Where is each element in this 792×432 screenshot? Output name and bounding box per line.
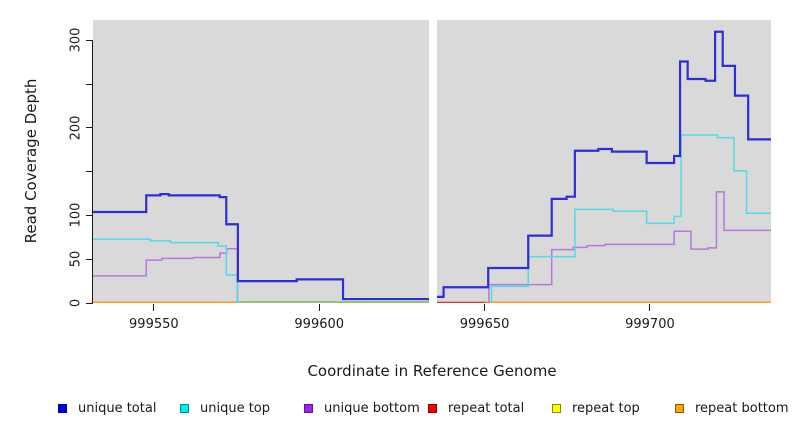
legend: unique total unique top unique bottom repea… <box>0 400 792 420</box>
x-tick-label-999600: 999600 <box>294 317 345 332</box>
no-data-gap <box>429 20 437 303</box>
y-tick-label-100: 100 <box>68 203 84 228</box>
legend-label: unique bottom <box>324 401 420 416</box>
series-unique-bottom-line-1 <box>488 191 771 303</box>
legend-swatch-unique-top <box>180 404 189 413</box>
series-unique-top-line-0 <box>93 238 241 303</box>
y-tick-300 <box>86 39 93 41</box>
y-tick-label-300: 300 <box>68 28 84 53</box>
x-tick-label-999650: 999650 <box>459 317 510 332</box>
legend-label: unique top <box>200 401 271 416</box>
legend-swatch-repeat-total <box>428 404 437 413</box>
legend-swatch-repeat-bottom <box>675 404 684 413</box>
y-tick-0 <box>86 302 93 304</box>
y-tick-label-50: 50 <box>68 250 84 268</box>
y-tick-250 <box>86 83 93 85</box>
series-unique-total-line-0 <box>93 192 430 301</box>
legend-swatch-unique-bottom <box>304 404 313 413</box>
series-unique-bottom-line-0 <box>93 248 241 303</box>
y-tick-label-0: 0 <box>68 298 84 308</box>
x-tick-999550 <box>153 304 155 311</box>
legend-label: repeat total <box>448 401 525 416</box>
legend-label: unique total <box>78 401 157 416</box>
x-tick-label-999550: 999550 <box>129 317 179 332</box>
x-tick-999600 <box>318 304 320 311</box>
x-tick-999700 <box>649 304 651 311</box>
y-tick-200 <box>86 127 93 129</box>
legend-swatch-unique-total <box>58 404 67 413</box>
series-unique-total-line-1 <box>436 30 771 298</box>
series-unique-top-line-1 <box>490 134 771 303</box>
y-tick-100 <box>86 214 93 216</box>
series-canvas <box>93 20 771 303</box>
legend-label: repeat bottom <box>695 401 789 416</box>
y-tick-label-200: 200 <box>68 115 84 141</box>
x-tick-label-999700: 999700 <box>625 317 675 332</box>
x-tick-999650 <box>484 304 486 311</box>
legend-swatch-repeat-top <box>552 404 561 413</box>
x-axis-title: Coordinate in Reference Genome <box>307 362 557 380</box>
y-tick-150 <box>86 171 93 173</box>
legend-label: repeat top <box>572 401 640 416</box>
y-axis-title: Read Coverage Depth <box>22 78 40 244</box>
y-tick-50 <box>86 258 93 260</box>
